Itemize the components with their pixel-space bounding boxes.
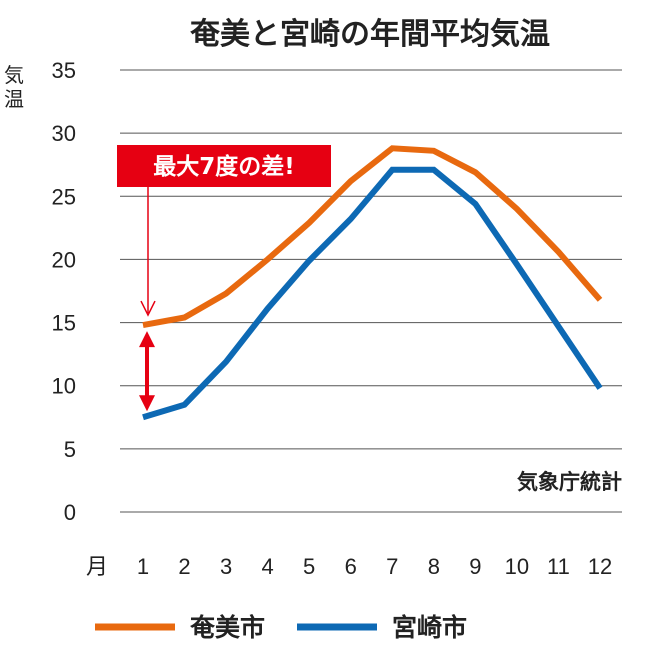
annotation-text: 最大7度の差!: [153, 153, 295, 180]
x-tick-label: 12: [588, 554, 612, 579]
y-axis-label-char-1: 気: [4, 63, 24, 87]
x-tick-label: 5: [303, 554, 315, 579]
legend-label: 奄美市: [190, 613, 265, 642]
y-tick-label: 5: [64, 437, 76, 462]
chart-title: 奄美と宮崎の年間平均気温: [189, 17, 550, 52]
x-axis-label: 月: [86, 554, 108, 579]
x-tick-label: 4: [262, 554, 274, 579]
gridlines: [120, 69, 622, 513]
y-axis-label-char-2: 温: [4, 87, 24, 111]
x-tick-label: 6: [345, 554, 357, 579]
y-tick-label: 25: [52, 184, 76, 209]
x-tick-label: 9: [469, 554, 481, 579]
x-tick-label: 11: [547, 554, 570, 579]
y-tick-label: 15: [52, 311, 76, 336]
series-line-amami: [142, 145, 603, 329]
y-tick-labels: 0 5 10 15 20 25 30 35: [52, 58, 76, 525]
difference-annotation: 最大7度の差!: [117, 145, 331, 412]
y-tick-label: 35: [52, 58, 76, 83]
annotation-pointer-head: [140, 300, 156, 317]
difference-arrow-head-bottom: [139, 395, 155, 412]
annotation-box: [117, 145, 331, 187]
legend-label: 宮崎市: [392, 613, 467, 642]
x-tick-labels: 1 2 3 4 5 6 7 8 9 10 11 12: [137, 554, 612, 579]
x-tick-label: 3: [220, 554, 232, 579]
y-tick-label: 20: [52, 247, 76, 272]
x-tick-label: 7: [386, 554, 398, 579]
x-tick-label: 8: [428, 554, 440, 579]
legend: 奄美市 宮崎市: [95, 613, 467, 642]
x-tick-label: 1: [137, 554, 149, 579]
source-note: 気象庁統計: [517, 470, 622, 494]
x-tick-label: 10: [505, 554, 529, 579]
y-tick-label: 0: [64, 500, 76, 525]
x-tick-label: 2: [178, 554, 190, 579]
difference-arrow-head-top: [139, 331, 155, 348]
y-tick-label: 10: [52, 374, 76, 399]
y-tick-label: 30: [52, 121, 76, 146]
series-line-miyazaki: [142, 166, 603, 421]
series-lines: [142, 145, 603, 421]
